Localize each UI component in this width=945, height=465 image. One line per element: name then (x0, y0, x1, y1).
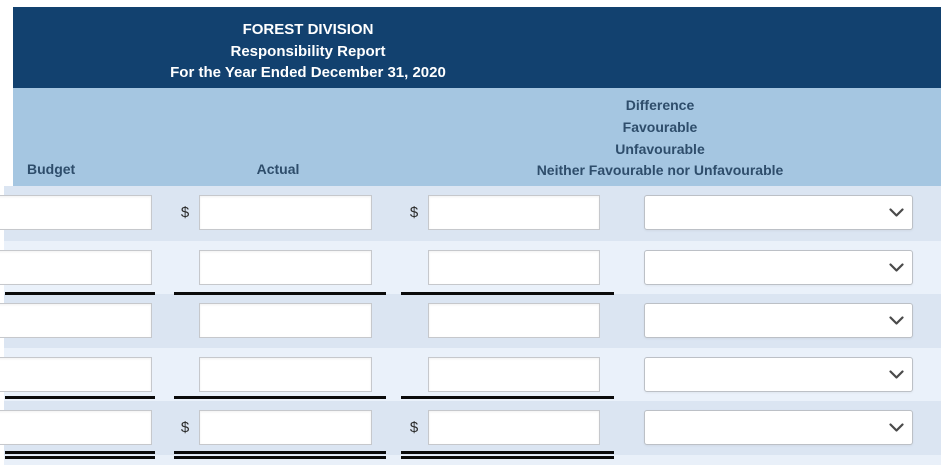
classification-select[interactable] (644, 357, 913, 392)
actual-input[interactable] (199, 410, 372, 445)
subtotal-underline (5, 396, 155, 399)
difference-input[interactable] (428, 250, 600, 285)
budget-input[interactable] (0, 357, 152, 392)
report-title-block: FOREST DIVISION Responsibility Report Fo… (13, 19, 603, 84)
budget-input[interactable] (0, 303, 152, 338)
column-header-budget: Budget (27, 161, 76, 177)
difference-header-line: Difference (625, 97, 695, 113)
bottom-strip (4, 455, 941, 465)
total-double-underline (5, 451, 155, 454)
column-header-difference: Difference Favourable Unfavourable Neith… (460, 95, 860, 182)
total-double-underline (5, 456, 155, 459)
difference-header-line: Unfavourable (615, 140, 705, 157)
total-double-underline (401, 456, 614, 459)
classification-select[interactable] (644, 303, 913, 338)
total-double-underline (401, 451, 614, 454)
column-header-actual: Actual (256, 161, 300, 177)
actual-input[interactable] (199, 250, 372, 285)
classification-select-wrap (644, 303, 913, 338)
difference-input[interactable] (428, 195, 600, 230)
budget-input[interactable] (0, 250, 152, 285)
dollar-sign: $ (180, 419, 190, 436)
budget-input[interactable] (0, 410, 152, 445)
report-name: Responsibility Report (230, 42, 386, 60)
dollar-sign: $ (180, 204, 190, 221)
dollar-sign: $ (409, 204, 419, 221)
table-row: $ $ (0, 186, 941, 241)
classification-select-wrap (644, 250, 913, 285)
subtotal-underline (174, 396, 386, 399)
table-row (0, 241, 941, 294)
table-row: $ $ (0, 401, 941, 455)
column-header-band: Budget Actual Difference Favourable Unfa… (13, 88, 941, 186)
difference-input[interactable] (428, 303, 600, 338)
subtotal-underline (174, 292, 386, 295)
company-name: FOREST DIVISION (242, 21, 374, 38)
actual-input[interactable] (199, 357, 372, 392)
subtotal-underline (401, 396, 614, 399)
report-title-band: FOREST DIVISION Responsibility Report Fo… (13, 7, 941, 88)
difference-header-line: Neither Favourable nor Unfavourable (536, 162, 784, 179)
report-period: For the Year Ended December 31, 2020 (170, 64, 446, 81)
budget-input[interactable] (0, 195, 152, 230)
classification-select[interactable] (644, 250, 913, 285)
table-row (0, 294, 941, 348)
total-double-underline (174, 451, 386, 454)
classification-select-wrap (644, 195, 913, 230)
dollar-sign: $ (409, 419, 419, 436)
table-row (0, 348, 941, 401)
classification-select[interactable] (644, 195, 913, 230)
total-double-underline (174, 456, 386, 459)
subtotal-underline (5, 292, 155, 295)
actual-input[interactable] (199, 195, 372, 230)
classification-select-wrap (644, 410, 913, 445)
difference-input[interactable] (428, 410, 600, 445)
classification-select-wrap (644, 357, 913, 392)
actual-input[interactable] (199, 303, 372, 338)
subtotal-underline (401, 292, 614, 295)
difference-input[interactable] (428, 357, 600, 392)
difference-header-line: Favourable (622, 118, 698, 135)
classification-select[interactable] (644, 410, 913, 445)
